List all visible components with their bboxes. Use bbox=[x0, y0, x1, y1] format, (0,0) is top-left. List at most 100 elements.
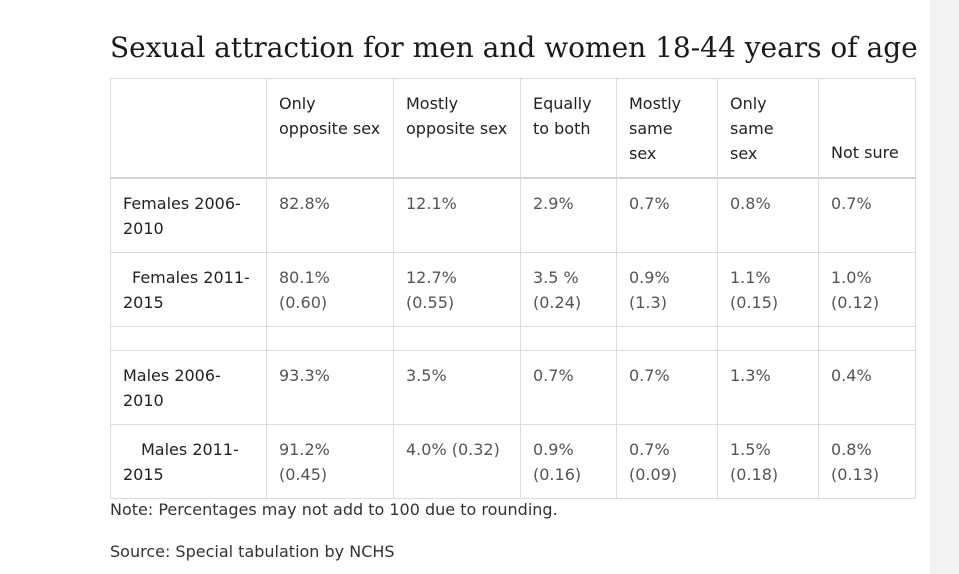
spacer-cell bbox=[717, 325, 819, 351]
table-row: Males 2011- 2015 91.2% (0.45) 4.0% (0.32… bbox=[110, 423, 916, 499]
table-cell: 1.5% (0.18) bbox=[717, 423, 819, 499]
cell-value: 1.1% bbox=[730, 267, 771, 287]
row-label-line: 2010 bbox=[123, 219, 164, 238]
cell-se: (0.12) bbox=[831, 292, 880, 312]
spacer-cell bbox=[818, 325, 916, 351]
cell-value: 1.5% bbox=[730, 439, 771, 459]
page-gutter bbox=[930, 0, 959, 574]
row-label-line: 2015 bbox=[123, 464, 164, 484]
table-cell: 0.7% bbox=[818, 177, 916, 253]
cell-value: 91.2% (0.45) bbox=[279, 439, 330, 484]
cell-value: 82.8% bbox=[279, 194, 330, 213]
table-cell: 12.1% bbox=[393, 177, 521, 253]
table-row: Females 2006- 2010 82.8% 12.1% 2.9% 0.7%… bbox=[110, 177, 916, 253]
header-only-same-sex: Only same sex bbox=[717, 78, 819, 179]
cell-value: 12.1% bbox=[406, 194, 457, 213]
table-cell: 0.7% bbox=[616, 349, 718, 425]
header-line: Mostly bbox=[406, 94, 459, 113]
cell-value: 0.7% bbox=[831, 194, 872, 213]
row-label-text: Females 2011- bbox=[132, 267, 250, 287]
cell-value: 0.9% bbox=[629, 267, 670, 287]
spacer-cell bbox=[520, 325, 617, 351]
row-label: Males 2011- 2015 bbox=[110, 423, 267, 499]
header-line: Only bbox=[730, 94, 767, 113]
row-label-line: 2010 bbox=[123, 390, 164, 410]
table-cell: 0.4% bbox=[818, 349, 916, 425]
table-cell: 0.7% bbox=[616, 177, 718, 253]
table-cell: 1.1% (0.15) bbox=[717, 251, 819, 327]
table-row: Males 2006- 2010 93.3% 3.5% 0.7% 0.7% 1.… bbox=[110, 349, 916, 425]
table-source: Source: Special tabulation by NCHS bbox=[110, 542, 395, 561]
cell-se: (0.18) bbox=[730, 464, 779, 484]
header-line: Equally bbox=[533, 94, 592, 113]
cell-se: (1.3) bbox=[629, 292, 667, 312]
table-cell: 91.2% (0.45) bbox=[266, 423, 394, 499]
header-mostly-same-sex: Mostly same sex bbox=[616, 78, 718, 179]
cell-value: 0.4% bbox=[831, 365, 872, 385]
header-line: Not sure bbox=[831, 143, 899, 162]
header-line: opposite sex bbox=[279, 119, 381, 138]
cell-value: 0.7% bbox=[629, 194, 670, 213]
row-label: Males 2006- 2010 bbox=[110, 349, 267, 425]
spacer-cell bbox=[616, 325, 718, 351]
header-not-sure: Not sure bbox=[818, 78, 916, 179]
row-label-line: Females 2011- bbox=[123, 265, 254, 290]
table-cell: 93.3% bbox=[266, 349, 394, 425]
cell-value: 0.9% bbox=[533, 439, 574, 459]
cell-value: 0.7% bbox=[629, 365, 670, 385]
cell-se: (0.24) bbox=[533, 292, 582, 312]
header-line: Mostly bbox=[629, 94, 682, 113]
table-cell: 3.5 % (0.24) bbox=[520, 251, 617, 327]
cell-value: 0.8% bbox=[831, 439, 872, 459]
table-cell: 2.9% bbox=[520, 177, 617, 253]
row-label-text: Males 2011- bbox=[141, 439, 239, 459]
table-cell: 82.8% bbox=[266, 177, 394, 253]
header-mostly-opposite-sex: Mostly opposite sex bbox=[393, 78, 521, 179]
table-cell: 12.7% (0.55) bbox=[393, 251, 521, 327]
spacer-cell bbox=[110, 325, 267, 351]
cell-value: 80.1% (0.60) bbox=[279, 267, 330, 312]
cell-value: 0.7% bbox=[533, 365, 574, 385]
cell-se: (0.09) bbox=[629, 464, 678, 484]
spacer-cell bbox=[393, 325, 521, 351]
row-label: Females 2006- 2010 bbox=[110, 177, 267, 253]
table-header-row: Only opposite sex Mostly opposite sex Eq… bbox=[110, 78, 916, 179]
header-line: to both bbox=[533, 119, 591, 138]
header-line: opposite sex bbox=[406, 119, 508, 138]
spacer-row bbox=[110, 325, 916, 351]
header-equally-to-both: Equally to both bbox=[520, 78, 617, 179]
header-cell-blank bbox=[110, 78, 267, 179]
table-cell: 0.8% (0.13) bbox=[818, 423, 916, 499]
table-cell: 80.1% (0.60) bbox=[266, 251, 394, 327]
cell-value: 0.7% bbox=[629, 439, 670, 459]
cell-value: 93.3% bbox=[279, 365, 330, 385]
cell-value: 12.7% (0.55) bbox=[406, 267, 457, 312]
cell-value: 1.0% bbox=[831, 267, 872, 287]
attraction-table: Only opposite sex Mostly opposite sex Eq… bbox=[110, 78, 916, 499]
table-cell: 0.9% (0.16) bbox=[520, 423, 617, 499]
table-cell: 1.3% bbox=[717, 349, 819, 425]
cell-value: 1.3% bbox=[730, 365, 771, 385]
table-cell: 0.8% bbox=[717, 177, 819, 253]
cell-se: (0.13) bbox=[831, 464, 880, 484]
cell-value: 3.5% bbox=[406, 365, 447, 385]
table-cell: 3.5% bbox=[393, 349, 521, 425]
table-cell: 4.0% (0.32) bbox=[393, 423, 521, 499]
spacer-cell bbox=[266, 325, 394, 351]
table-cell: 0.7% bbox=[520, 349, 617, 425]
cell-value: 0.8% bbox=[730, 194, 771, 213]
row-label-line: Females 2006- bbox=[123, 194, 241, 213]
cell-se: (0.15) bbox=[730, 292, 779, 312]
row-label-line: Males 2006- bbox=[123, 365, 221, 385]
cell-value: 2.9% bbox=[533, 194, 574, 213]
page-title: Sexual attraction for men and women 18-4… bbox=[110, 31, 918, 64]
table-row: Females 2011- 2015 80.1% (0.60) 12.7% (0… bbox=[110, 251, 916, 327]
table-cell: 1.0% (0.12) bbox=[818, 251, 916, 327]
row-label-line: 2015 bbox=[123, 292, 164, 312]
header-line: same sex bbox=[629, 119, 673, 163]
table-cell: 0.9% (1.3) bbox=[616, 251, 718, 327]
cell-se: (0.16) bbox=[533, 464, 582, 484]
cell-value: 3.5 % bbox=[533, 267, 579, 287]
row-label: Females 2011- 2015 bbox=[110, 251, 267, 327]
